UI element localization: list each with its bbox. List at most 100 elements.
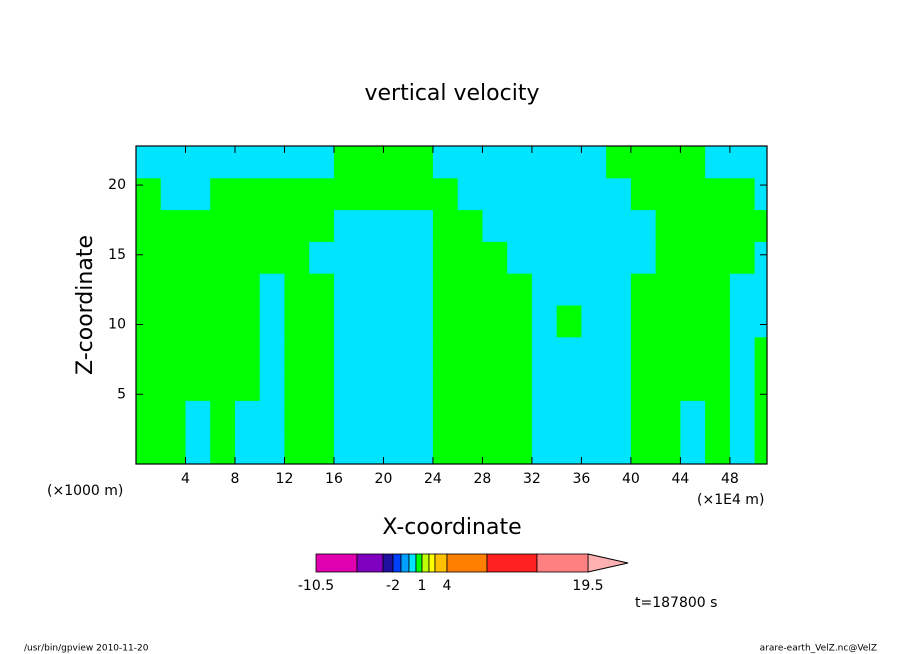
contour-cell xyxy=(655,400,681,433)
contour-cell xyxy=(259,177,285,211)
contour-cell xyxy=(606,400,632,433)
contour-cell xyxy=(383,368,409,401)
contour-cell xyxy=(531,241,558,274)
contour-cell xyxy=(457,177,483,211)
contour-cell xyxy=(210,432,236,464)
contour-cell xyxy=(234,209,261,242)
colorbar-tick-label: -10.5 xyxy=(298,578,334,594)
contour-cell xyxy=(655,146,681,179)
contour-cell xyxy=(383,336,409,370)
contour-cell xyxy=(136,400,162,433)
contour-cell xyxy=(705,368,731,401)
contour-cell xyxy=(185,209,211,242)
contour-cell xyxy=(333,432,360,464)
contour-cell xyxy=(581,432,607,464)
contour-cell xyxy=(185,241,211,274)
contour-cell xyxy=(309,146,335,179)
contour-cell xyxy=(482,177,508,211)
contour-cell xyxy=(160,241,186,274)
contour-cell xyxy=(630,209,657,242)
footer-right: arare-earth_VelZ.nc@VelZ xyxy=(760,644,877,654)
contour-cell xyxy=(432,146,459,179)
contour-cell xyxy=(457,432,483,464)
contour-cell xyxy=(581,336,607,370)
contour-cell xyxy=(655,177,681,211)
contour-cell xyxy=(136,305,162,338)
contour-cell xyxy=(531,336,558,370)
contour-cell xyxy=(234,273,261,306)
contour-cell xyxy=(210,209,236,242)
contour-cell xyxy=(259,432,285,464)
contour-cell xyxy=(705,400,731,433)
contour-cell xyxy=(160,177,186,211)
contour-cell xyxy=(531,273,558,306)
contour-cell xyxy=(234,177,261,211)
contour-cell xyxy=(531,146,558,179)
contour-cell xyxy=(680,177,706,211)
x-tick-label: 8 xyxy=(231,471,240,487)
contour-cell xyxy=(383,273,409,306)
colorbar-extend xyxy=(587,553,629,573)
contour-cell xyxy=(136,177,162,211)
contour-cell xyxy=(333,368,360,401)
contour-cell xyxy=(581,305,607,338)
contour-cell xyxy=(606,368,632,401)
contour-cell xyxy=(705,241,731,274)
contour-cell xyxy=(408,368,434,401)
contour-cell xyxy=(507,432,533,464)
contour-cell xyxy=(185,400,211,433)
contour-cell xyxy=(581,241,607,274)
contour-cell xyxy=(432,209,459,242)
contour-cell xyxy=(482,368,508,401)
contour-cell xyxy=(210,146,236,179)
contour-cell xyxy=(581,368,607,401)
contour-cell xyxy=(531,368,558,401)
contour-cell xyxy=(754,400,767,433)
contour-cell xyxy=(531,177,558,211)
contour-cell xyxy=(581,177,607,211)
x-tick-label: 32 xyxy=(523,471,541,487)
contour-cell xyxy=(185,432,211,464)
colorbar-box xyxy=(392,553,402,573)
contour-cell xyxy=(655,432,681,464)
contour-cell xyxy=(136,432,162,464)
contour-cell xyxy=(680,368,706,401)
contour-cell xyxy=(432,177,459,211)
contour-cell xyxy=(482,305,508,338)
contour-cell xyxy=(606,432,632,464)
contour-cell xyxy=(581,273,607,306)
contour-cell xyxy=(705,273,731,306)
contour-cell xyxy=(383,432,409,464)
contour-cell xyxy=(482,146,508,179)
contour-cell xyxy=(333,241,360,274)
x-unit-left: (×1000 m) xyxy=(47,483,123,499)
colorbar-box xyxy=(382,553,394,573)
contour-cell xyxy=(358,400,384,433)
contour-cell xyxy=(556,400,582,433)
contour-cell xyxy=(729,209,756,242)
contour-cell xyxy=(729,273,756,306)
contour-cell xyxy=(210,305,236,338)
contour-cell xyxy=(234,241,261,274)
x-unit-right: (×1E4 m) xyxy=(697,492,764,508)
contour-cell xyxy=(457,305,483,338)
contour-cell xyxy=(160,432,186,464)
contour-cell xyxy=(606,146,632,179)
contour-cell xyxy=(630,432,657,464)
contour-cell xyxy=(259,146,285,179)
contour-cell xyxy=(358,432,384,464)
contour-cell xyxy=(408,241,434,274)
contour-cell xyxy=(333,336,360,370)
contour-cell xyxy=(160,209,186,242)
contour-cell xyxy=(432,368,459,401)
y-tick-label: 15 xyxy=(108,247,126,263)
x-tick-label: 4 xyxy=(181,471,190,487)
contour-cell xyxy=(507,400,533,433)
contour-cell xyxy=(408,305,434,338)
contour-cell xyxy=(408,177,434,211)
contour-cell xyxy=(432,432,459,464)
contour-cell xyxy=(383,209,409,242)
contour-cell xyxy=(754,336,767,370)
contour-cell xyxy=(507,209,533,242)
colorbar-box xyxy=(434,553,448,573)
